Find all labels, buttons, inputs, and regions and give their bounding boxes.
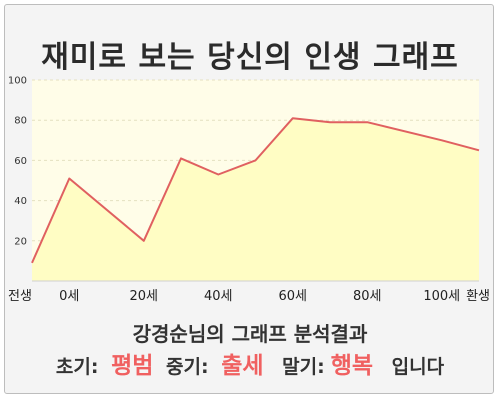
x-tick-label: 20세	[129, 289, 158, 304]
y-tick-labels: 20 40 60 80 100	[8, 76, 27, 248]
x-tick-label: 60세	[278, 289, 307, 304]
analysis-result: 초기: 평범 중기: 출세 말기: 행복 입니다	[0, 346, 500, 380]
y-tick-label: 80	[14, 116, 27, 127]
late-value: 행복	[330, 353, 374, 379]
y-tick-label: 20	[14, 236, 27, 247]
x-tick-labels: 전생 0세 20세 40세 60세 80세 100세 환생	[8, 289, 490, 304]
life-line	[31, 117, 480, 264]
x-tick-label: 80세	[353, 289, 382, 304]
ending-text: 입니다	[391, 356, 445, 378]
x-tick-label: 환생	[466, 289, 490, 304]
mid-label: 중기:	[166, 356, 209, 378]
y-tick-label: 40	[14, 196, 27, 207]
y-tick-label: 100	[8, 76, 27, 87]
late-label: 말기:	[282, 356, 325, 378]
y-tick-label: 60	[14, 156, 27, 167]
analysis-summary: 강경순님의 그래프 분석결과	[132, 322, 368, 346]
x-tick-label: 40세	[204, 289, 233, 304]
x-tick-label: 100세	[423, 289, 460, 304]
x-tick-label: 전생	[8, 289, 32, 304]
x-tick-label: 0세	[59, 289, 79, 304]
mid-value: 출세	[221, 353, 264, 379]
life-area	[32, 118, 479, 281]
page-title: 재미로 보는 당신의 인생 그래프	[41, 40, 459, 75]
early-value: 평범	[111, 353, 154, 379]
early-label: 초기:	[55, 356, 99, 378]
